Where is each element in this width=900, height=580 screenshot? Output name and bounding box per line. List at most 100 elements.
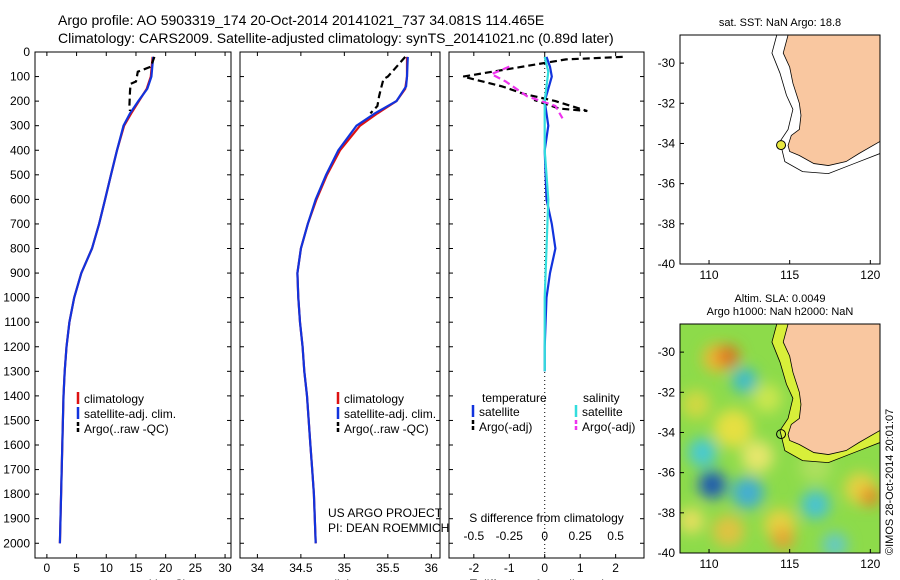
- s-axis-tick-label: -0.5: [463, 529, 484, 543]
- y-tick-label: 1000: [3, 291, 30, 305]
- sst-map-panel: 110 115 120 -30 -32 -34 -36 -38 -40 sat. SST: NaN…: [658, 17, 881, 282]
- x-tick-label: 0: [44, 561, 51, 575]
- y-tick-label: -34: [658, 425, 676, 439]
- y-tick-label: 1500: [3, 413, 30, 427]
- salinity-profile-frame: [239, 51, 441, 559]
- salinity-panel: 34 34.5 35 35.5 36 salinity climatologysatelli…: [239, 51, 449, 580]
- sla-map-title-line: Argo h1000: NaN h2000: NaN: [707, 306, 854, 318]
- x-tick-label: 1: [577, 561, 584, 575]
- shelf-contour: [771, 35, 880, 175]
- x-axis-label: salinity: [322, 577, 359, 580]
- y-tick-label: 400: [10, 143, 30, 157]
- y-tick-label: 1100: [4, 315, 30, 329]
- legend-label: satellite-adj. clim.: [84, 407, 176, 421]
- x-tick-label: 110: [699, 557, 718, 571]
- y-tick-label: -34: [658, 136, 676, 150]
- sla-field: [680, 343, 880, 553]
- australia-land: [782, 324, 880, 455]
- x-tick-label: 120: [860, 557, 880, 571]
- y-tick-label: 100: [10, 70, 30, 84]
- sla-anomaly-patch: [731, 476, 764, 509]
- x-tick-label: 115: [780, 268, 799, 282]
- y-tick-label: 1900: [3, 512, 30, 526]
- argo-position-marker: [776, 140, 787, 151]
- sla-anomaly-patch: [705, 478, 719, 492]
- map-body: [680, 324, 880, 553]
- y-tick-label: 600: [10, 192, 30, 206]
- s-axis-label: S difference from climatology: [469, 511, 624, 525]
- x-tick-label: 30: [218, 561, 232, 575]
- x-tick-label: 110: [699, 268, 718, 282]
- difference-panel: -2 -1 0 1 2 T difference from climatology -0.5…: [448, 51, 645, 580]
- s-axis-tick-label: 0.25: [569, 529, 593, 543]
- y-tick-label: -32: [658, 96, 676, 110]
- x-tick-label: 35.5: [376, 561, 400, 575]
- legend-temperature-title: temperature: [482, 391, 547, 405]
- y-tick-label: 1800: [3, 487, 30, 501]
- salinity-annotation-line: PI: DEAN ROEMMICH: [328, 521, 449, 535]
- legend-label: Argo(-adj): [479, 420, 532, 434]
- s-axis-tick-label: -0.25: [496, 529, 524, 543]
- x-tick-label: -1: [504, 561, 515, 575]
- imos-credit: ©IMOS 28-Oct-2014 20:01:07: [884, 409, 896, 555]
- legend-label: climatology: [84, 392, 144, 406]
- legend-label: Argo(..raw -QC): [84, 422, 169, 436]
- sla-anomaly-patch: [714, 409, 753, 448]
- sla-anomaly-patch: [717, 344, 740, 368]
- salinity-annotation-line: US ARGO PROJECT: [328, 506, 443, 520]
- sla-map-panel: 110 115 120 -30 -32 -34 -36 -38 -40 Altim. SLA: 0…: [658, 293, 881, 571]
- x-tick-label: 15: [129, 561, 143, 575]
- legend-label: Argo(-adj): [582, 420, 635, 434]
- y-tick-label: 700: [10, 217, 30, 231]
- sst-map-title: sat. SST: NaN Argo: 18.8: [719, 17, 841, 29]
- y-tick-label: 2000: [3, 536, 30, 550]
- sla-anomaly-patch: [801, 490, 830, 520]
- y-tick-label: -36: [658, 466, 676, 480]
- argo-position-marker: [776, 429, 787, 440]
- legend-label: climatology: [344, 392, 404, 406]
- sla-map-title-line: Altim. SLA: 0.0049: [734, 293, 825, 305]
- y-tick-label: 900: [10, 266, 30, 280]
- y-tick-label: 1600: [3, 438, 30, 452]
- shelf-band: [771, 324, 880, 463]
- x-tick-label: 10: [100, 561, 114, 575]
- legend-label: satellite-adj. clim.: [344, 407, 436, 421]
- shelf-contour: [771, 324, 880, 464]
- s-axis-tick-label: 0: [541, 529, 548, 543]
- y-tick-label: -38: [658, 217, 676, 231]
- sla-anomaly-patch: [741, 440, 774, 473]
- x-tick-label: 0: [541, 561, 548, 575]
- x-tick-label: 5: [73, 561, 80, 575]
- australia-land: [782, 35, 880, 166]
- x-axis-label: T difference from climatology: [470, 577, 624, 580]
- x-tick-label: 20: [159, 561, 173, 575]
- sla-anomaly-patch: [752, 383, 782, 413]
- y-tick-label: -36: [658, 177, 676, 191]
- y-tick-label: -38: [658, 506, 676, 520]
- legend-label: satellite: [479, 405, 520, 419]
- x-tick-label: 36: [425, 561, 439, 575]
- x-tick-label: 120: [860, 268, 880, 282]
- sla-anomaly-patch: [712, 514, 745, 547]
- x-tick-label: 34.5: [289, 561, 313, 575]
- series-line-satellite-adj-clim-: [58, 56, 155, 544]
- y-tick-label: 1300: [3, 364, 30, 378]
- sla-anomaly-patch: [688, 438, 717, 467]
- s-axis-tick-label: 0.5: [607, 529, 624, 543]
- temperature-profile-frame: [34, 51, 232, 559]
- sla-anomaly-patch: [822, 532, 848, 553]
- sla-anomaly-patch: [772, 527, 795, 551]
- y-tick-label: 500: [10, 168, 30, 182]
- legend-salinity-title: salinity: [583, 391, 620, 405]
- y-tick-label: 300: [10, 119, 30, 133]
- figure-title-line1: Argo profile: AO 5903319_174 20-Oct-2014…: [58, 12, 544, 28]
- x-tick-label: 35: [338, 561, 352, 575]
- x-tick-label: 2: [612, 561, 619, 575]
- map-frame: [679, 34, 881, 265]
- sla-anomaly-patch: [680, 508, 705, 534]
- y-tick-label: -30: [658, 345, 676, 359]
- temperature-panel: 0100200300400500600700800900100011001200…: [3, 45, 232, 580]
- series-line-s-argo-adj-: [488, 65, 564, 119]
- x-tick-label: -2: [468, 561, 479, 575]
